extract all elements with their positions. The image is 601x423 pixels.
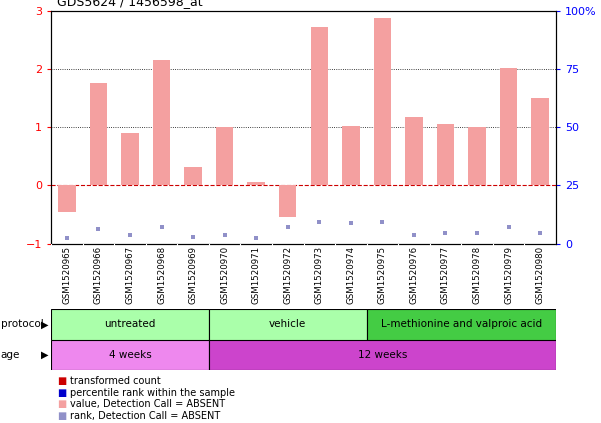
Text: GSM1520969: GSM1520969 (189, 246, 198, 304)
Text: 4 weeks: 4 weeks (109, 350, 151, 360)
Text: GSM1520966: GSM1520966 (94, 246, 103, 305)
Text: GSM1520977: GSM1520977 (441, 246, 450, 305)
Text: GSM1520975: GSM1520975 (378, 246, 387, 305)
Bar (279, 185, 296, 217)
Text: untreated: untreated (105, 319, 156, 330)
Text: GSM1520973: GSM1520973 (315, 246, 324, 305)
Text: GSM1520974: GSM1520974 (346, 246, 355, 305)
Text: GSM1520980: GSM1520980 (535, 246, 545, 305)
Text: ■: ■ (57, 387, 66, 398)
Text: ■: ■ (57, 399, 66, 409)
Bar (248, 182, 265, 185)
Bar (58, 185, 76, 212)
Bar (374, 18, 391, 185)
Bar (216, 126, 233, 185)
Bar (531, 98, 549, 185)
Text: rank, Detection Call = ABSENT: rank, Detection Call = ABSENT (70, 411, 221, 421)
Bar (367, 309, 556, 340)
Bar (90, 83, 107, 185)
Text: GSM1520972: GSM1520972 (283, 246, 292, 305)
Bar (153, 60, 170, 185)
Bar (185, 167, 202, 185)
Text: 12 weeks: 12 weeks (358, 350, 407, 360)
Text: vehicle: vehicle (269, 319, 307, 330)
Bar (51, 309, 209, 340)
Text: GSM1520968: GSM1520968 (157, 246, 166, 305)
Bar (468, 127, 486, 185)
Text: GSM1520970: GSM1520970 (220, 246, 229, 305)
Text: GSM1520965: GSM1520965 (63, 246, 72, 305)
Bar (121, 133, 139, 185)
Bar (500, 68, 517, 185)
Bar (209, 309, 367, 340)
Text: protocol: protocol (1, 319, 43, 330)
Text: GSM1520967: GSM1520967 (126, 246, 135, 305)
Text: GSM1520976: GSM1520976 (409, 246, 418, 305)
Text: ■: ■ (57, 411, 66, 421)
Bar (405, 117, 423, 185)
Text: GSM1520978: GSM1520978 (472, 246, 481, 305)
Bar (437, 124, 454, 185)
Text: GSM1520971: GSM1520971 (252, 246, 261, 305)
Text: age: age (1, 350, 20, 360)
Text: ■: ■ (57, 376, 66, 386)
Bar (311, 27, 328, 185)
Bar (209, 340, 556, 370)
Text: ▶: ▶ (41, 319, 48, 330)
Text: transformed count: transformed count (70, 376, 161, 386)
Bar (51, 340, 209, 370)
Text: ▶: ▶ (41, 350, 48, 360)
Text: value, Detection Call = ABSENT: value, Detection Call = ABSENT (70, 399, 225, 409)
Text: L-methionine and valproic acid: L-methionine and valproic acid (380, 319, 542, 330)
Text: GSM1520979: GSM1520979 (504, 246, 513, 304)
Bar (342, 126, 359, 185)
Text: percentile rank within the sample: percentile rank within the sample (70, 387, 236, 398)
Text: GDS5624 / 1456598_at: GDS5624 / 1456598_at (57, 0, 203, 8)
